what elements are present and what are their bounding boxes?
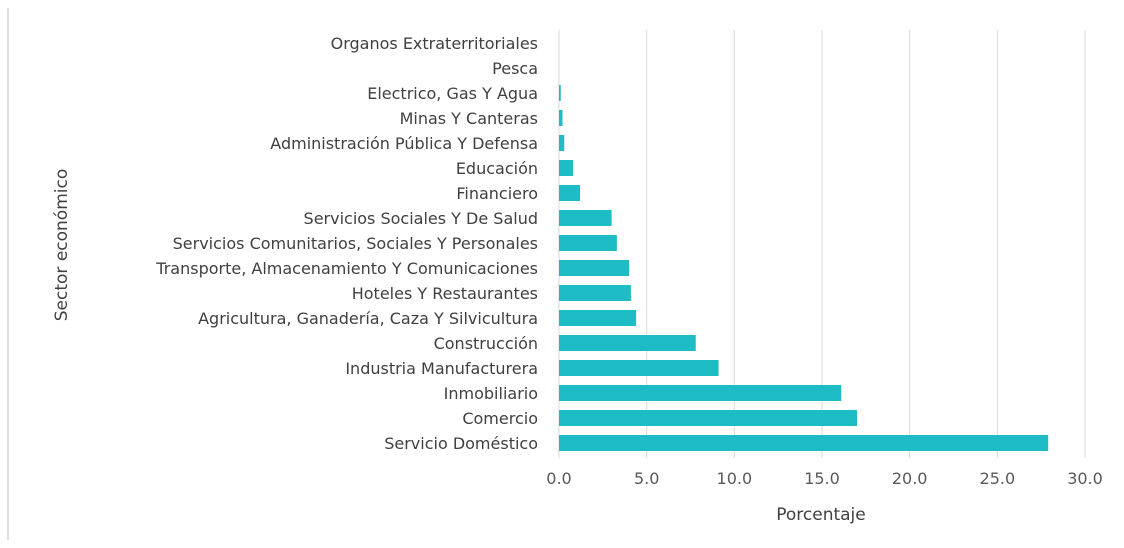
bar-3: [559, 110, 563, 126]
x-tick-label-3: 15.0: [804, 469, 840, 488]
y-category-label-3: Minas Y Canteras: [400, 109, 538, 128]
bar-7: [559, 210, 612, 226]
y-axis-title: Sector económico: [52, 169, 72, 321]
y-category-label-10: Hoteles Y Restaurantes: [352, 284, 538, 303]
bar-11: [559, 310, 637, 326]
y-category-label-4: Administración Pública Y Defensa: [270, 134, 538, 153]
bar-5: [559, 160, 574, 176]
y-category-label-11: Agricultura, Ganadería, Caza Y Silvicult…: [198, 309, 538, 328]
x-tick-label-1: 5.0: [634, 469, 659, 488]
y-category-label-1: Pesca: [492, 59, 538, 78]
y-category-label-9: Transporte, Almacenamiento Y Comunicacio…: [155, 259, 538, 278]
y-category-label-12: Construcción: [434, 334, 538, 353]
y-category-label-15: Comercio: [462, 409, 538, 428]
bar-15: [559, 410, 858, 426]
bar-2: [559, 85, 561, 101]
x-tick-label-4: 20.0: [892, 469, 928, 488]
y-category-label-8: Servicios Comunitarios, Sociales Y Perso…: [173, 234, 538, 253]
y-category-label-16: Servicio Doméstico: [384, 434, 538, 453]
bar-8: [559, 235, 617, 251]
bar-9: [559, 260, 630, 276]
bar-10: [559, 285, 631, 301]
y-category-label-7: Servicios Sociales Y De Salud: [304, 209, 538, 228]
y-category-label-6: Financiero: [456, 184, 538, 203]
y-category-label-14: Inmobiliario: [444, 384, 538, 403]
bar-4: [559, 135, 565, 151]
x-tick-label-5: 25.0: [980, 469, 1016, 488]
x-tick-label-0: 0.0: [546, 469, 571, 488]
x-tick-label-2: 10.0: [717, 469, 753, 488]
x-tick-label-6: 30.0: [1067, 469, 1103, 488]
y-category-label-5: Educación: [456, 159, 538, 178]
bar-12: [559, 335, 696, 351]
y-category-label-13: Industria Manufacturera: [345, 359, 538, 378]
bar-6: [559, 185, 581, 201]
y-category-label-2: Electrico, Gas Y Agua: [367, 84, 538, 103]
y-category-label-0: Organos Extraterritoriales: [331, 34, 538, 53]
bar-14: [559, 385, 842, 401]
bar-13: [559, 360, 719, 376]
bar-16: [559, 435, 1049, 451]
x-axis-title: Porcentaje: [776, 505, 866, 525]
